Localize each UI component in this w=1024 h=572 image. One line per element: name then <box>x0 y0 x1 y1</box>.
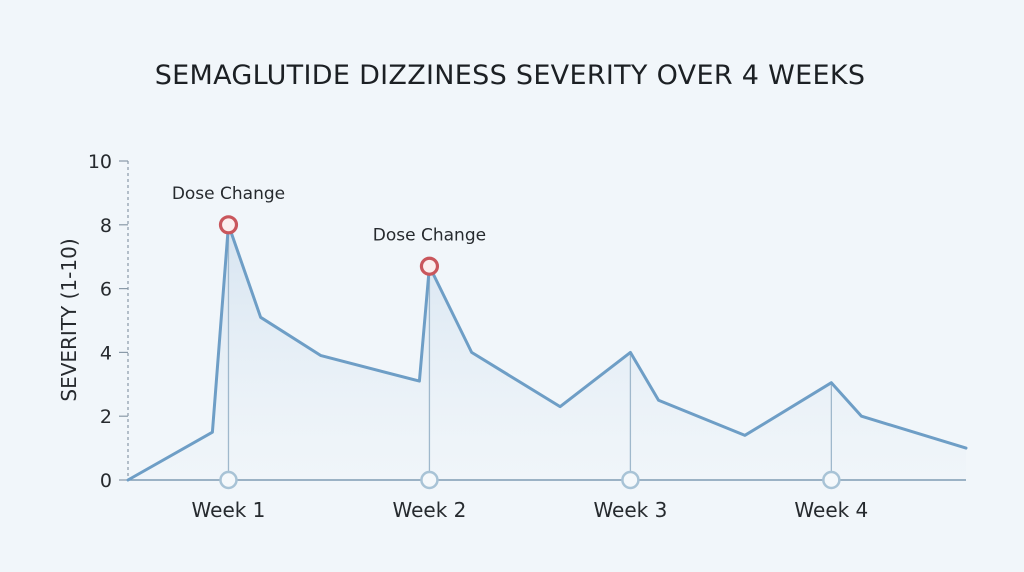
series-line <box>126 223 968 482</box>
y-tick-label: 0 <box>100 470 112 492</box>
y-tick-label: 4 <box>100 342 112 364</box>
dose-change-marker-2 <box>419 256 440 276</box>
week-marker-1 <box>219 470 238 490</box>
chart-title: SEMAGLUTIDE DIZZINESS SEVERITY OVER 4 WE… <box>155 60 866 91</box>
x-tick-label-week-2: Week 2 <box>392 498 466 522</box>
y-tick-label: 10 <box>88 151 112 173</box>
week-marker-2 <box>420 470 439 490</box>
dose-change-label-2: Dose Change <box>373 225 486 245</box>
y-tick-label: 6 <box>100 279 112 301</box>
series-area <box>128 224 966 480</box>
x-tick-label-week-4: Week 4 <box>794 498 868 522</box>
x-tick-label-week-3: Week 3 <box>593 498 667 522</box>
y-tick-label: 8 <box>100 215 112 237</box>
week-marker-3 <box>621 470 640 490</box>
y-tick-label: 2 <box>100 406 112 428</box>
x-tick-label-week-1: Week 1 <box>192 498 266 522</box>
week-marker-4 <box>822 470 841 490</box>
dose-change-marker-1 <box>218 215 239 235</box>
dose-change-label-1: Dose Change <box>172 184 285 204</box>
plot-area: 0 2 4 6 8 10 Week 1 Week 2 Week 3 Week 4 Dose Chan… <box>88 151 968 522</box>
y-axis-label: SEVERITY (1-10) <box>57 238 81 401</box>
